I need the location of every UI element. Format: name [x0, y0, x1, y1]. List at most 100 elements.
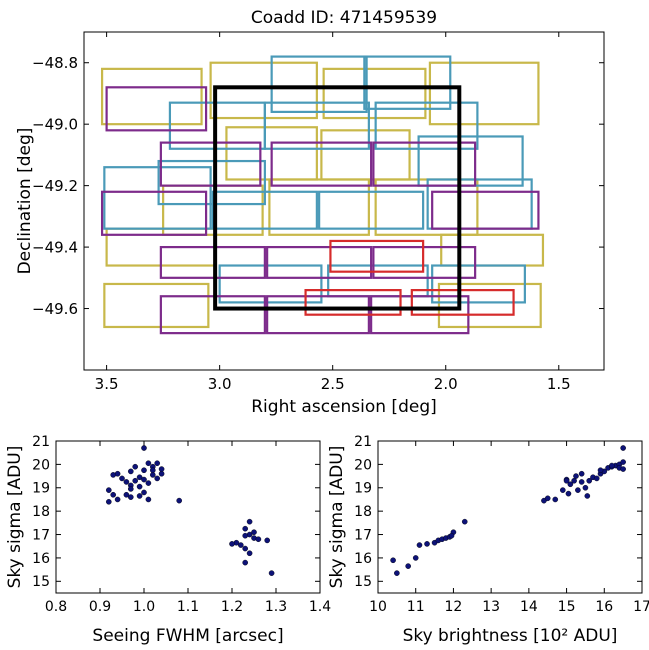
exposure-footprint-r — [374, 101, 479, 150]
y-tick-label: 15 — [354, 574, 372, 590]
x-axis-label: Right ascension [deg] — [251, 397, 437, 417]
data-point — [246, 518, 253, 525]
data-point — [578, 470, 585, 477]
x-axis-label: Seeing FWHM [arcsec] — [92, 626, 283, 646]
data-point — [251, 529, 257, 536]
data-point — [584, 493, 591, 499]
data-point — [571, 477, 577, 484]
exposure-footprint-z — [329, 239, 425, 273]
exposure-footprint-r — [263, 101, 370, 150]
data-point — [145, 496, 152, 503]
exposure-footprint-r — [157, 159, 266, 206]
x-tick-label: 12 — [445, 599, 463, 615]
plot-frame — [55, 440, 321, 594]
x-tick-label: 2.5 — [321, 375, 345, 393]
data-point — [597, 467, 604, 474]
y-tick-label: −49.6 — [32, 300, 78, 318]
exposure-footprint-r — [417, 135, 524, 187]
x-tick-label: 13 — [482, 599, 500, 615]
data-point — [136, 483, 143, 490]
data-point — [565, 490, 572, 497]
y-axis-label: Sky sigma [ADU] — [327, 446, 347, 589]
axis-ticks: 3.5 3.0 2.5 2.0 1.5 −48.8 −49.0 −49.2 −49.4 −49.6 — [32, 32, 604, 393]
y-axis-label: Sky sigma [ADU] — [5, 446, 25, 589]
data-point — [264, 537, 271, 544]
plot-frame — [377, 440, 643, 594]
x-tick-label: 1.4 — [309, 599, 331, 615]
x-tick-label: 14 — [520, 599, 538, 615]
x-tick-label: 17 — [633, 599, 649, 615]
x-axis-label: Sky brightness [10² ADU] — [403, 626, 618, 646]
data-point — [416, 542, 423, 548]
data-point — [412, 555, 419, 561]
data-point — [229, 541, 235, 547]
x-tick-label: 1.3 — [265, 599, 287, 615]
data-point — [405, 563, 411, 569]
exposure-footprint-z — [304, 289, 402, 316]
data-point — [114, 496, 121, 503]
data-point — [119, 475, 125, 482]
scatter-points — [106, 445, 275, 576]
chart-title: Coadd ID: 471459539 — [251, 8, 437, 28]
x-tick-label: 2.0 — [434, 375, 458, 393]
data-point — [123, 479, 130, 485]
data-point — [609, 462, 615, 469]
data-point — [127, 494, 134, 500]
data-point — [424, 541, 430, 547]
exposure-footprint-g — [437, 282, 542, 329]
data-point — [136, 474, 143, 481]
y-tick-label: 15 — [32, 574, 50, 590]
data-point — [127, 468, 134, 475]
data-point — [176, 497, 182, 504]
x-tick-label: 15 — [558, 599, 576, 615]
data-point — [127, 486, 134, 492]
exposure-footprint-i — [270, 141, 373, 187]
exposure-footprint-i — [431, 190, 540, 230]
exposure-footprint-r — [103, 166, 212, 230]
data-point — [390, 557, 396, 564]
data-point — [620, 459, 626, 465]
axis-ticks: 0.8 0.9 1.0 1.1 1.2 1.3 1.4 15 16 17 18 19 20 21 — [32, 434, 331, 615]
data-point — [136, 493, 143, 499]
data-point — [158, 470, 165, 477]
exposure-footprint-g — [103, 282, 210, 329]
y-tick-label: −48.8 — [32, 54, 78, 72]
data-point — [154, 475, 160, 482]
exposure-footprint-i — [372, 245, 477, 279]
data-point — [620, 466, 626, 472]
exposure-footprint-g — [100, 67, 203, 126]
x-tick-label: 0.8 — [45, 599, 67, 615]
data-point — [141, 489, 147, 496]
exposure-footprint-g — [209, 61, 318, 120]
x-axis-label-text: Sky brightness [10² ADU] — [403, 626, 618, 646]
y-tick-label: 18 — [354, 504, 372, 520]
exposure-footprint-r — [363, 55, 452, 110]
x-tick-label: 16 — [595, 599, 613, 615]
data-point — [132, 463, 138, 470]
data-point — [141, 445, 147, 451]
data-point — [237, 542, 244, 548]
data-point — [448, 532, 455, 539]
data-point — [132, 477, 138, 484]
data-point — [141, 476, 147, 483]
footprint-chart: Coadd ID: 471459539 3.5 3.0 2.5 2.0 1.5 −48.8… — [15, 8, 605, 417]
data-point — [394, 570, 400, 576]
sky-brightness-scatter-chart: 10 11 12 13 14 15 16 17 15 16 17 18 19 20 21 Sky brigh… — [327, 434, 649, 646]
x-tick-label: 1.1 — [177, 599, 199, 615]
exposure-footprint-r — [431, 264, 526, 304]
exposure-footprint-r — [218, 264, 323, 304]
exposure-footprint-i — [372, 141, 477, 187]
exposure-footprint-g — [440, 233, 545, 267]
exposure-footprint-g — [428, 61, 540, 126]
exposure-footprint-i — [159, 295, 266, 335]
y-tick-label: 19 — [354, 481, 372, 497]
x-tick-label: 3.5 — [95, 375, 119, 393]
data-point — [242, 545, 248, 552]
exposure-footprint-r — [270, 55, 368, 113]
data-point — [563, 477, 570, 484]
data-point — [145, 460, 152, 467]
data-point — [149, 467, 156, 474]
y-tick-label: 20 — [354, 457, 372, 473]
data-point — [154, 460, 160, 467]
